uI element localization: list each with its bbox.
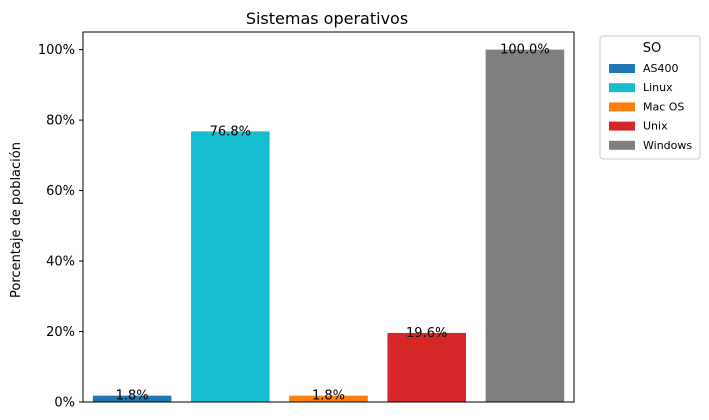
bar-mac-os — [289, 395, 368, 402]
legend-title: SO — [643, 41, 661, 56]
bar-value-label: 19.6% — [406, 326, 447, 341]
legend-label: Linux — [643, 81, 673, 94]
bar-value-label: 100.0% — [500, 43, 550, 58]
y-tick-label: 80% — [46, 114, 75, 129]
bar-unix — [387, 332, 466, 402]
plot-frame — [82, 31, 575, 403]
bar-value-label: 1.8% — [312, 389, 345, 404]
y-tick-label: 0% — [54, 396, 75, 411]
y-tick-label: 100% — [38, 43, 75, 58]
bar-windows — [485, 49, 565, 402]
legend-swatch — [609, 121, 635, 131]
legend: SO AS400 Linux Mac OS Unix Windows — [599, 35, 701, 160]
legend-items: AS400 Linux Mac OS Unix Windows — [609, 62, 692, 152]
bars: 1.8% 76.8% 1.8% 19.6% 100.0% — [92, 43, 565, 404]
y-axis-ticks: 0% 20% 40% 60% 80% 100% — [38, 43, 83, 411]
legend-label: AS400 — [643, 62, 679, 75]
legend-swatch — [609, 102, 635, 112]
legend-label: Windows — [643, 139, 692, 152]
chart-title: Sistemas operativos — [246, 9, 408, 28]
y-tick-label: 60% — [46, 184, 75, 199]
bar-value-label: 76.8% — [210, 124, 251, 139]
y-axis-label: Porcentaje de población — [9, 142, 24, 298]
legend-swatch — [609, 64, 635, 73]
y-tick-label: 40% — [46, 255, 75, 270]
legend-label: Mac OS — [643, 100, 684, 113]
legend-swatch — [609, 83, 635, 93]
bar-as400 — [92, 395, 172, 402]
legend-swatch — [609, 140, 635, 150]
legend-label: Unix — [643, 120, 668, 133]
y-tick-label: 20% — [46, 325, 75, 340]
bar-linux — [191, 131, 270, 402]
bar-value-label: 1.8% — [116, 389, 149, 404]
